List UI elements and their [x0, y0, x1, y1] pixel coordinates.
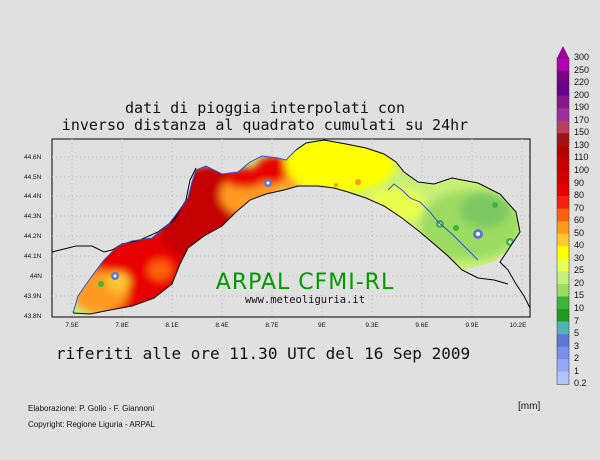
lon-label: 7.8E: [115, 322, 129, 329]
legend-level-label: 220: [574, 77, 590, 88]
legend-level-label: 10: [574, 303, 585, 313]
map-title-line2: inverso distanza al quadrato cumulati su…: [61, 116, 469, 134]
map-subtitle: riferiti alle ore 11.30 UTC del 16 Sep 2…: [55, 344, 471, 363]
legend-level-label: 50: [574, 227, 585, 238]
legend-level-label: 3: [574, 340, 580, 351]
legend-level-label: 5: [574, 328, 580, 339]
legend-swatch: [557, 95, 569, 109]
legend-swatch: [557, 183, 569, 197]
legend-unit: [mm]: [518, 401, 541, 412]
lat-label: 43.9N: [24, 293, 42, 300]
lat-label: 44.4N: [24, 193, 42, 200]
lon-label: 10.2E: [510, 322, 528, 329]
legend-level-label: 7: [574, 315, 580, 326]
lat-axis: 44.6N 44.5N 44.4N 44.3N 44.2N 44.1N 44N …: [24, 154, 42, 320]
legend-frame: [556, 57, 570, 385]
lon-label: 7.5E: [65, 322, 79, 329]
legend-level-label: 0.2: [574, 378, 587, 389]
lat-label: 44.3N: [24, 213, 42, 220]
legend-level-label: 15: [574, 290, 585, 301]
legend-swatch: [557, 70, 569, 84]
legend-level-label: 200: [574, 89, 590, 100]
legend-swatch: [557, 283, 569, 297]
map-title-line1: dati di pioggia interpolati con: [125, 99, 405, 117]
legend-level-label: 130: [574, 139, 590, 150]
legend-level-label: 1: [574, 365, 580, 376]
lon-label: 8.1E: [165, 322, 179, 329]
legend-level-label: 150: [574, 127, 590, 138]
lat-label: 44.6N: [24, 154, 42, 161]
legend-swatch: [557, 58, 569, 71]
color-legend: [556, 46, 570, 385]
lat-label: 44.1N: [24, 253, 42, 260]
legend-swatch: [557, 233, 569, 247]
lon-label: 8.7E: [265, 322, 279, 329]
legend-level-label: 170: [574, 114, 590, 125]
legend-swatch: [557, 309, 569, 322]
legend-swatch: [557, 120, 569, 134]
legend-level-label: 20: [574, 277, 585, 288]
lon-label: 9.3E: [365, 322, 379, 329]
legend-swatch: [557, 359, 569, 373]
legend-swatch: [557, 170, 569, 184]
legend-swatch: [557, 271, 569, 285]
website-text: www.meteoliguria.it: [245, 294, 365, 306]
legend-level-label: 90: [574, 177, 585, 188]
lat-label: 44.5N: [24, 174, 42, 181]
lon-label: 9E: [318, 322, 327, 329]
legend-swatch: [557, 246, 569, 260]
legend-level-label: 2: [574, 353, 580, 364]
lon-axis: 7.5E 7.8E 8.1E 8.4E 8.7E 9E 9.3E 9.6E 9.…: [65, 322, 527, 329]
legend-level-label: 25: [574, 265, 585, 276]
boundaries: [51, 139, 531, 315]
legend-swatch: [557, 83, 569, 96]
lat-label: 44.2N: [24, 233, 42, 240]
legend-level-label: 30: [574, 252, 585, 263]
legend-level-label: 250: [574, 64, 590, 75]
legend-swatch: [557, 158, 569, 172]
lat-label: 43.8N: [24, 313, 42, 320]
legend-swatch: [557, 221, 569, 234]
legend-top-arrow: [557, 46, 569, 58]
legend-level-label: 80: [574, 190, 585, 201]
legend-level-label: 60: [574, 215, 585, 226]
legend-swatch: [557, 133, 569, 147]
legend-level-label: 300: [574, 52, 590, 62]
legend-swatch: [557, 196, 569, 209]
legend-level-label: 190: [574, 102, 590, 113]
legend-swatch: [557, 145, 569, 159]
legend-swatch: [557, 321, 569, 335]
lon-label: 9.6E: [415, 322, 429, 329]
legend-swatch: [557, 208, 569, 222]
lat-label: 44N: [30, 273, 42, 280]
legend-swatch: [557, 108, 569, 122]
watermark-text: ARPAL CFMI-RL: [216, 270, 394, 295]
lon-label: 8.4E: [215, 322, 229, 329]
legend-swatch: [557, 371, 569, 385]
credit-copyright: Copyright: Regione Liguria - ARPAL: [28, 420, 156, 429]
lon-label: 9.9E: [465, 322, 479, 329]
legend-swatch: [557, 346, 569, 360]
legend-swatch: [557, 334, 569, 347]
legend-level-label: 100: [574, 164, 590, 175]
legend-level-label: 40: [574, 240, 585, 251]
legend-level-label: 70: [574, 202, 585, 213]
credit-elaboration: Elaborazione: P. Gollo - F. Giannoni: [28, 404, 155, 413]
legend-level-label: 110: [574, 152, 589, 163]
legend-swatch: [557, 258, 569, 272]
legend-swatch: [557, 296, 569, 310]
